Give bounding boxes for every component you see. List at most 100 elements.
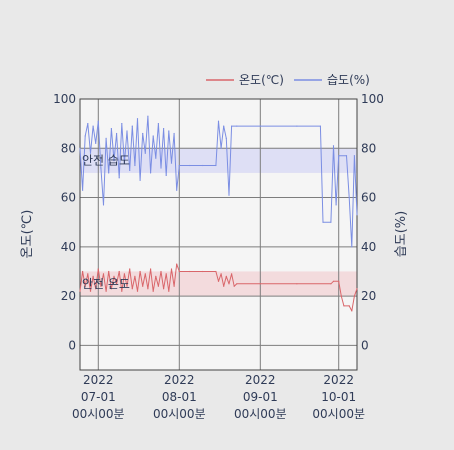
series-1-point-13	[113, 160, 115, 162]
series-1-point-56	[338, 155, 340, 157]
series-0-point-58	[351, 310, 353, 312]
x-tick-label: 07-01	[81, 390, 116, 404]
legend-label-1: 습도(%)	[327, 73, 370, 87]
series-1-point-43	[220, 147, 222, 149]
series-0-point-24	[142, 285, 144, 287]
series-1-point-61	[356, 214, 358, 216]
series-0-point-48	[233, 285, 235, 287]
series-0-point-4	[89, 290, 92, 292]
series-1-point-18	[126, 130, 128, 132]
series-0-point-52	[330, 283, 332, 285]
series-1-point-0	[79, 147, 81, 149]
series-1-point-36	[173, 132, 175, 135]
legend[interactable]: 온도(℃) 습도(%)	[206, 73, 370, 87]
x-tick-label: 00시00분	[312, 407, 365, 421]
series-1-point-38	[178, 164, 180, 167]
series-1-point-32	[163, 128, 165, 130]
series-0-point-32	[163, 288, 165, 290]
series-0-point-27	[150, 268, 152, 270]
series-1-point-39	[189, 164, 191, 167]
series-1-point-46	[228, 194, 230, 196]
series-0-point-40	[202, 270, 204, 273]
series-0-point-38	[178, 270, 180, 273]
series-0-point-3	[87, 273, 89, 275]
series-0-point-21	[134, 275, 136, 277]
series-1-point-10	[105, 137, 107, 139]
series-0-point-11	[108, 270, 110, 273]
left-tick-label: 0	[68, 338, 76, 352]
series-0-point-41	[215, 270, 217, 273]
series-1-point-59	[351, 246, 353, 248]
series-0-point-53	[332, 280, 335, 282]
band-label-0: 안전 습도	[82, 154, 130, 168]
series-0-point-43	[220, 273, 222, 275]
series-0-point-14	[116, 283, 118, 285]
x-tick-label: 2022	[323, 373, 354, 387]
series-0-point-29	[155, 275, 157, 277]
series-1-point-19	[129, 169, 131, 171]
series-1-point-37	[176, 189, 178, 191]
series-0-point-35	[170, 268, 173, 270]
series-1-point-20	[131, 125, 133, 127]
series-1-point-48	[236, 125, 238, 127]
left-tick-label: 60	[61, 191, 76, 205]
x-tick-label: 09-01	[243, 390, 278, 404]
x-tick-label: 00시00분	[153, 407, 206, 421]
series-0-point-17	[123, 273, 125, 275]
series-1-point-21	[134, 164, 136, 167]
series-1-point-4	[89, 152, 92, 154]
series-1-point-12	[110, 128, 112, 130]
series-1-point-60	[353, 155, 355, 157]
plot-area	[80, 99, 357, 370]
legend-item-0[interactable]: 온도(℃)	[206, 73, 284, 87]
right-tick-label: 60	[361, 191, 376, 205]
series-0-point-33	[165, 273, 167, 275]
left-tick-label: 40	[61, 240, 76, 254]
series-0-point-34	[168, 290, 170, 292]
series-0-point-20	[131, 288, 133, 290]
x-axis-ticks: 2022 07-01 00시00분 2022 08-01 00시00분 2022 09-01 0…	[72, 373, 365, 421]
series-1-point-14	[116, 132, 118, 135]
right-tick-label: 100	[361, 92, 384, 106]
series-0-point-46	[228, 283, 230, 285]
series-0-point-9	[102, 273, 105, 275]
series-1-point-49	[259, 125, 261, 127]
series-1-point-27	[150, 172, 152, 174]
left-tick-label: 100	[53, 92, 76, 106]
series-0-point-57	[348, 305, 350, 307]
series-1-point-35	[170, 162, 173, 164]
series-1-point-54	[332, 145, 335, 147]
right-tick-label: 80	[361, 141, 376, 155]
series-0-point-60	[356, 288, 358, 290]
left-axis-title: 온도(℃)	[20, 210, 35, 259]
series-0-point-47	[231, 273, 233, 275]
series-0-point-55	[340, 295, 342, 297]
series-layer	[79, 115, 358, 312]
series-0-point-42	[217, 280, 220, 282]
series-0-point-25	[144, 273, 146, 275]
series-1-point-11	[108, 172, 110, 174]
series-1-point-45	[225, 137, 227, 139]
series-1-point-16	[121, 123, 123, 125]
series-1-point-17	[123, 162, 125, 164]
series-0-point-36	[173, 285, 175, 287]
band-label-1: 안전 온도	[82, 277, 130, 291]
series-0-point-10	[105, 290, 107, 292]
series-1-point-9	[102, 204, 105, 206]
series-1-point-42	[217, 120, 220, 122]
series-0-point-18	[126, 285, 128, 287]
series-1-point-23	[139, 179, 141, 181]
plot-frame	[79, 98, 358, 371]
legend-label-0: 온도(℃)	[239, 73, 284, 87]
series-1-point-22	[136, 118, 139, 120]
series-1-point-24	[142, 132, 144, 135]
series-1-point-5	[92, 125, 94, 127]
series-0-point-8	[100, 285, 102, 287]
series-1-point-41	[215, 164, 217, 167]
series-1-point-25	[144, 152, 146, 154]
series-0-point-30	[157, 285, 159, 287]
series-0-point-13	[113, 275, 115, 277]
series-0-point-37	[176, 263, 178, 265]
left-tick-label: 80	[61, 141, 76, 155]
legend-item-1[interactable]: 습도(%)	[294, 73, 370, 87]
